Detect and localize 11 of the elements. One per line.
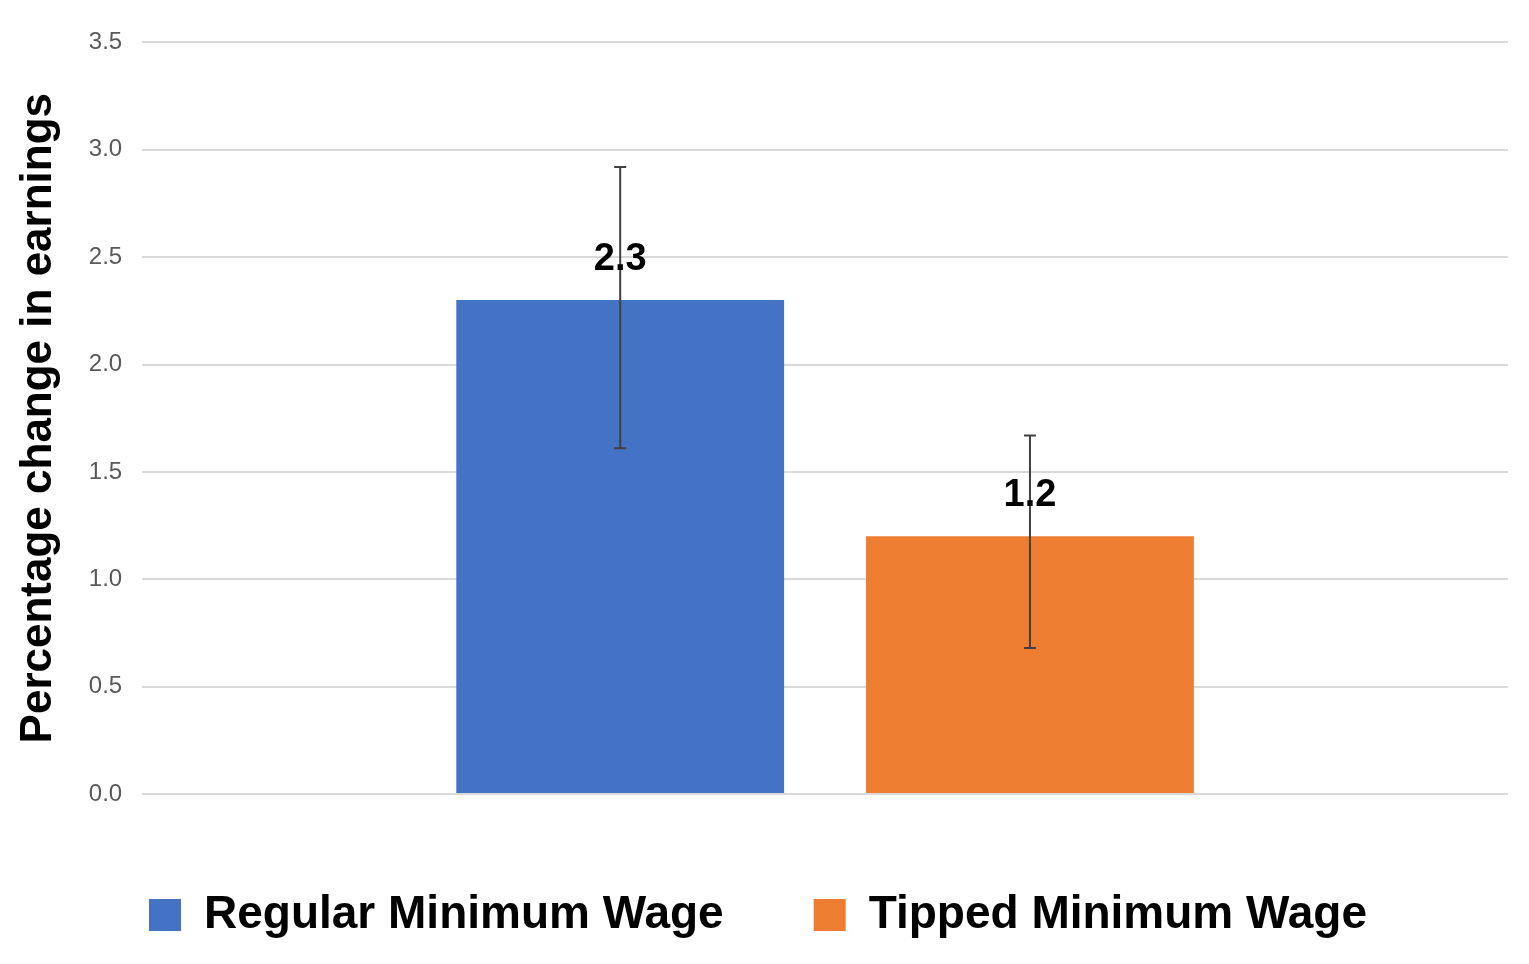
y-tick-label: 2.5 [88,241,123,269]
legend-label: Regular Minimum Wage [203,885,724,938]
y-tick-label: 2.0 [88,349,123,377]
y-axis-title: Percentage change in earnings [10,92,60,744]
legend-label: Tipped Minimum Wage [868,885,1368,938]
y-tick-label: 0.0 [88,778,123,806]
y-tick-label: 3.0 [88,134,123,162]
y-tick-label: 1.0 [88,563,123,591]
y-tick-label: 3.5 [88,27,123,55]
y-tick-label: 0.5 [88,671,123,699]
y-tick-label: 1.5 [88,456,123,484]
